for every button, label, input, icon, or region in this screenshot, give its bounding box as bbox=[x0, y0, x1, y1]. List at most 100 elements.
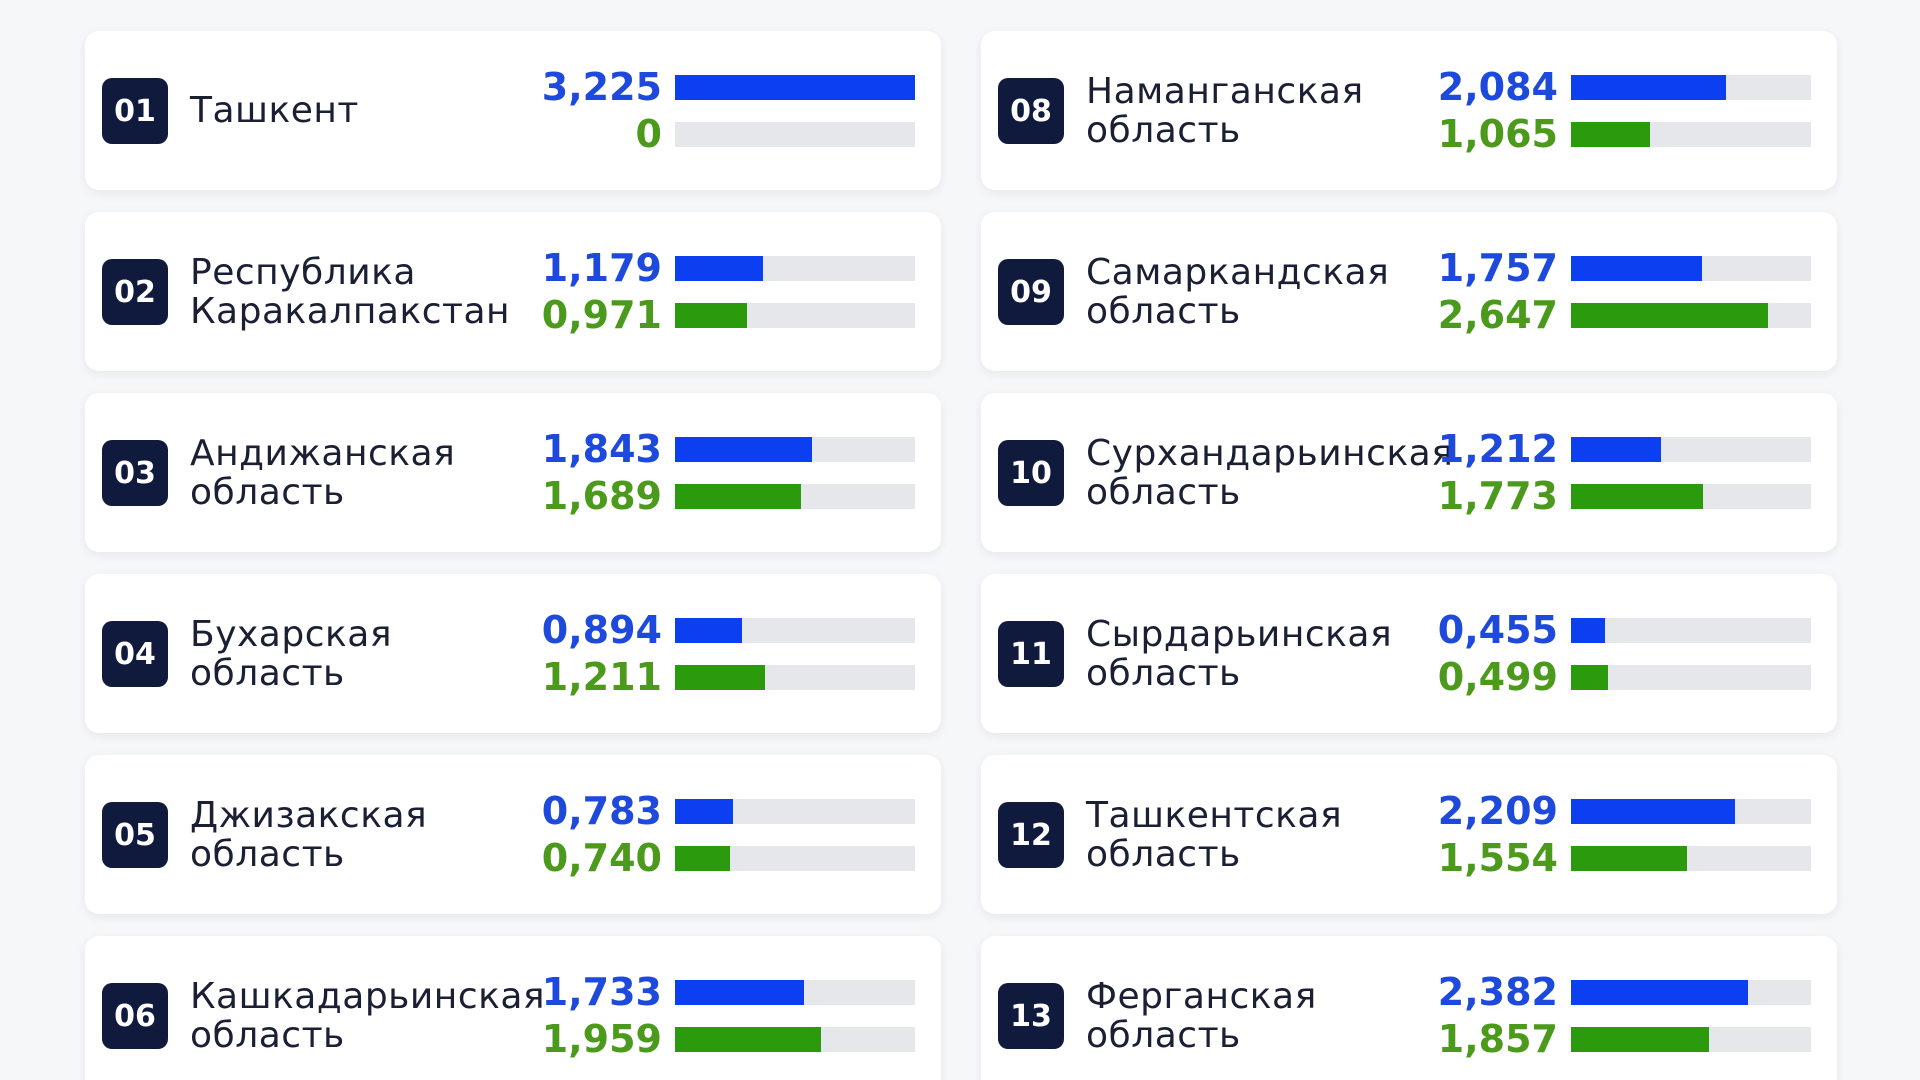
region-name: Ташкентская область bbox=[1086, 794, 1343, 875]
region-code: 13 bbox=[998, 983, 1064, 1049]
region-code: 11 bbox=[998, 621, 1064, 687]
region-name: Сурхандарьинская область bbox=[1086, 432, 1454, 513]
bar-track bbox=[675, 1027, 915, 1052]
bar bbox=[1571, 437, 1662, 462]
bar bbox=[675, 484, 801, 509]
value-label: 1,211 bbox=[541, 655, 662, 699]
region-name: Ферганская область bbox=[1086, 975, 1317, 1056]
region-card: 06 Кашкадарьинская область 1,733 1,959 bbox=[85, 936, 941, 1080]
value-label: 2,382 bbox=[1437, 970, 1558, 1014]
bar-track bbox=[675, 665, 915, 690]
region-code: 02 bbox=[102, 259, 168, 325]
bar bbox=[675, 303, 748, 328]
bar bbox=[675, 618, 742, 643]
bar-track bbox=[1571, 75, 1811, 100]
region-card: 02 Республика Каракалпакстан 1,179 0,971 bbox=[85, 212, 941, 371]
region-card: 11 Сырдарьинская область 0,455 0,499 bbox=[981, 574, 1837, 733]
bar bbox=[1571, 303, 1768, 328]
bar bbox=[1571, 980, 1749, 1005]
region-code: 09 bbox=[998, 259, 1064, 325]
region-code: 08 bbox=[998, 78, 1064, 144]
region-code: 04 bbox=[102, 621, 168, 687]
bar bbox=[1571, 618, 1605, 643]
bar-track bbox=[675, 303, 915, 328]
region-code: 12 bbox=[998, 802, 1064, 868]
region-card: 08 Наманганская область 2,084 1,065 bbox=[981, 31, 1837, 190]
bar-track bbox=[675, 799, 915, 824]
value-label: 1,179 bbox=[541, 246, 662, 290]
value-label: 1,065 bbox=[1437, 112, 1558, 156]
region-name: Ташкент bbox=[190, 90, 359, 131]
region-code: 01 bbox=[102, 78, 168, 144]
value-label: 2,209 bbox=[1437, 789, 1558, 833]
value-label: 2,084 bbox=[1437, 65, 1558, 109]
value-label: 1,689 bbox=[541, 474, 662, 518]
value-label: 1,959 bbox=[541, 1017, 662, 1061]
region-card: 01 Ташкент 3,225 0 bbox=[85, 31, 941, 190]
value-label: 1,843 bbox=[541, 427, 662, 471]
bar-track bbox=[675, 437, 915, 462]
value-label: 3,225 bbox=[541, 65, 662, 109]
region-card: 09 Самаркандская область 1,757 2,647 bbox=[981, 212, 1837, 371]
bar bbox=[1571, 799, 1736, 824]
bar-track bbox=[1571, 303, 1811, 328]
bar-track bbox=[675, 484, 915, 509]
region-name: Сырдарьинская область bbox=[1086, 613, 1393, 694]
region-code: 10 bbox=[998, 440, 1064, 506]
bar-track bbox=[675, 618, 915, 643]
region-name: Самаркандская область bbox=[1086, 251, 1390, 332]
bar bbox=[675, 437, 813, 462]
bar bbox=[1571, 1027, 1710, 1052]
region-name: Бухарская область bbox=[190, 613, 392, 694]
region-card: 12 Ташкентская область 2,209 1,554 bbox=[981, 755, 1837, 914]
bar bbox=[675, 75, 915, 100]
region-name: Наманганская область bbox=[1086, 70, 1364, 151]
bar-track bbox=[675, 980, 915, 1005]
bar-track bbox=[1571, 1027, 1811, 1052]
bar-track bbox=[1571, 980, 1811, 1005]
value-label: 0,499 bbox=[1437, 655, 1558, 699]
region-code: 06 bbox=[102, 983, 168, 1049]
bar bbox=[675, 799, 734, 824]
value-label: 1,554 bbox=[1437, 836, 1558, 880]
bar bbox=[675, 665, 766, 690]
region-name: Андижанская область bbox=[190, 432, 456, 513]
region-card: 10 Сурхандарьинская область 1,212 1,773 bbox=[981, 393, 1837, 552]
region-card: 13 Ферганская область 2,382 1,857 bbox=[981, 936, 1837, 1080]
bar bbox=[675, 846, 731, 871]
value-label: 1,857 bbox=[1437, 1017, 1558, 1061]
value-label: 0,455 bbox=[1437, 608, 1558, 652]
region-card: 04 Бухарская область 0,894 1,211 bbox=[85, 574, 941, 733]
value-label: 0,740 bbox=[541, 836, 662, 880]
bar bbox=[1571, 256, 1702, 281]
bar-track bbox=[1571, 665, 1811, 690]
region-code: 05 bbox=[102, 802, 168, 868]
region-name: Джизакская область bbox=[190, 794, 428, 875]
bar-track bbox=[1571, 846, 1811, 871]
bar-track bbox=[1571, 484, 1811, 509]
region-card: 05 Джизакская область 0,783 0,740 bbox=[85, 755, 941, 914]
region-name: Кашкадарьинская область bbox=[190, 975, 546, 1056]
value-label: 1,733 bbox=[541, 970, 662, 1014]
value-label: 0,783 bbox=[541, 789, 662, 833]
bar bbox=[1571, 665, 1609, 690]
bar-track bbox=[675, 256, 915, 281]
region-name: Республика Каракалпакстан bbox=[190, 251, 511, 332]
region-card: 03 Андижанская область 1,843 1,689 bbox=[85, 393, 941, 552]
value-label: 1,212 bbox=[1437, 427, 1558, 471]
value-label: 0,894 bbox=[541, 608, 662, 652]
bar bbox=[1571, 846, 1687, 871]
bar-track bbox=[1571, 437, 1811, 462]
bar-track bbox=[675, 122, 915, 147]
bar-track bbox=[1571, 256, 1811, 281]
value-label: 0,971 bbox=[541, 293, 662, 337]
bar bbox=[1571, 484, 1703, 509]
bar-track bbox=[1571, 618, 1811, 643]
bar bbox=[675, 1027, 821, 1052]
region-code: 03 bbox=[102, 440, 168, 506]
bar-track bbox=[1571, 122, 1811, 147]
value-label: 1,773 bbox=[1437, 474, 1558, 518]
bar bbox=[675, 980, 804, 1005]
